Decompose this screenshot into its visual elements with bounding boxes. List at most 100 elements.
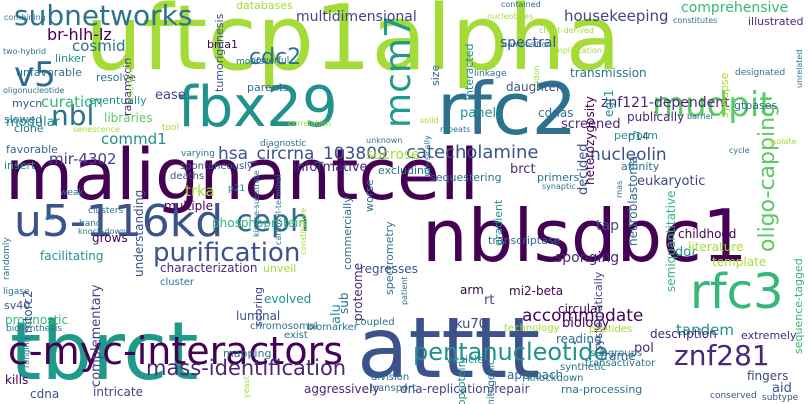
word: panels (460, 106, 503, 121)
word: evolved (264, 292, 312, 306)
word: nblsdbc1 (422, 194, 748, 278)
word: znf121-dependent (601, 95, 730, 111)
word: biosynthesis (6, 324, 63, 334)
word: constitutes (673, 16, 718, 25)
word: transcriptase (488, 234, 561, 247)
word: trka (185, 182, 215, 200)
word: childhood (678, 227, 737, 241)
word: ddr (675, 245, 697, 260)
word: motifs (236, 57, 265, 67)
word: biology (562, 316, 610, 331)
word: databases (236, 0, 293, 12)
word: size (429, 64, 442, 86)
word: eukaryotic (637, 174, 706, 189)
word: characterization (160, 261, 258, 275)
word: tandem (676, 321, 734, 339)
word: malignantcell (5, 134, 479, 216)
word: cycle (729, 146, 750, 155)
word: modular (6, 115, 61, 130)
word: slowed (4, 113, 43, 126)
word: p14 (628, 130, 649, 143)
word: technology (504, 323, 560, 334)
word: constitutive (299, 207, 308, 255)
word: cdnas (538, 106, 574, 120)
word: ku70 (455, 317, 487, 332)
word: clone (14, 122, 44, 135)
word: patient (400, 276, 409, 305)
word: illustrated (748, 15, 804, 28)
word: contained (501, 0, 541, 9)
word: conserved (710, 391, 757, 401)
word: sequestering (430, 171, 502, 184)
word: facilitating (40, 249, 104, 263)
word: regresses (360, 262, 418, 276)
word: transmission (570, 66, 647, 80)
word: powerful (250, 56, 290, 66)
word: cdc2 (249, 45, 302, 70)
word: worse (363, 179, 376, 212)
word: br-hlh-lz (47, 25, 112, 44)
word: arm (460, 283, 484, 297)
word: spontaneously (180, 161, 253, 172)
word: excluding (378, 164, 431, 177)
word: yeast (242, 376, 251, 398)
word: libraries (104, 111, 153, 125)
word: correlation (288, 119, 331, 128)
word: designated (735, 68, 786, 78)
word: carboxyl-terminal (274, 174, 283, 245)
word: rfc3 (690, 264, 784, 320)
word: accommodate (522, 306, 644, 326)
word: parents (247, 81, 289, 94)
word: cosmid (72, 37, 126, 55)
word: oligo-capping (755, 103, 780, 252)
word: tap (596, 218, 619, 234)
word: nucleolin (590, 145, 667, 165)
word: synaptic (542, 182, 576, 191)
word: intricate (93, 385, 143, 399)
word: mudpit (652, 85, 773, 125)
word: curation (41, 93, 103, 111)
word: mapping (223, 347, 272, 360)
word: mi2-beta (509, 284, 564, 298)
word: sv40 (4, 299, 31, 312)
word: daughter (506, 80, 561, 94)
word: isolate (770, 137, 797, 146)
word: synthetic (560, 362, 607, 373)
word: znf281 (674, 339, 770, 372)
word: circular (558, 302, 603, 316)
word: linkage (474, 69, 507, 79)
word: sponging (555, 250, 620, 266)
word: prognostic (5, 313, 69, 327)
word: knock-down (78, 227, 127, 236)
word: catecholamine (406, 142, 539, 163)
word: unrelated (795, 49, 804, 88)
word: favorable (6, 143, 58, 156)
word: clusters (88, 206, 124, 216)
word: commercially (341, 196, 354, 270)
word: rnas (615, 180, 624, 198)
word: eventually (89, 94, 147, 107)
word: brct (510, 162, 536, 177)
word: senescence (73, 125, 120, 134)
word: perform (614, 129, 658, 142)
word: commd1 (101, 130, 167, 148)
word: literature (688, 240, 744, 254)
word: spectrometry (383, 221, 396, 295)
word: description (650, 327, 717, 341)
word: p21 (228, 184, 246, 194)
word: tumorigenesis (213, 13, 226, 92)
word: oncoprotein (455, 360, 468, 404)
word: multidimensional (296, 9, 417, 25)
word: approach (507, 368, 564, 382)
word: heterozygosity (583, 96, 597, 185)
word: diagnostic (260, 139, 307, 149)
word: informative (293, 160, 368, 175)
word: primers (537, 171, 580, 184)
word: kills (5, 373, 29, 387)
word: reading (556, 332, 602, 346)
word: transactivator (585, 358, 656, 369)
word: atttt (357, 299, 541, 397)
word: synapse (718, 72, 731, 118)
word: cdna (30, 387, 60, 401)
word: weak (60, 188, 84, 198)
